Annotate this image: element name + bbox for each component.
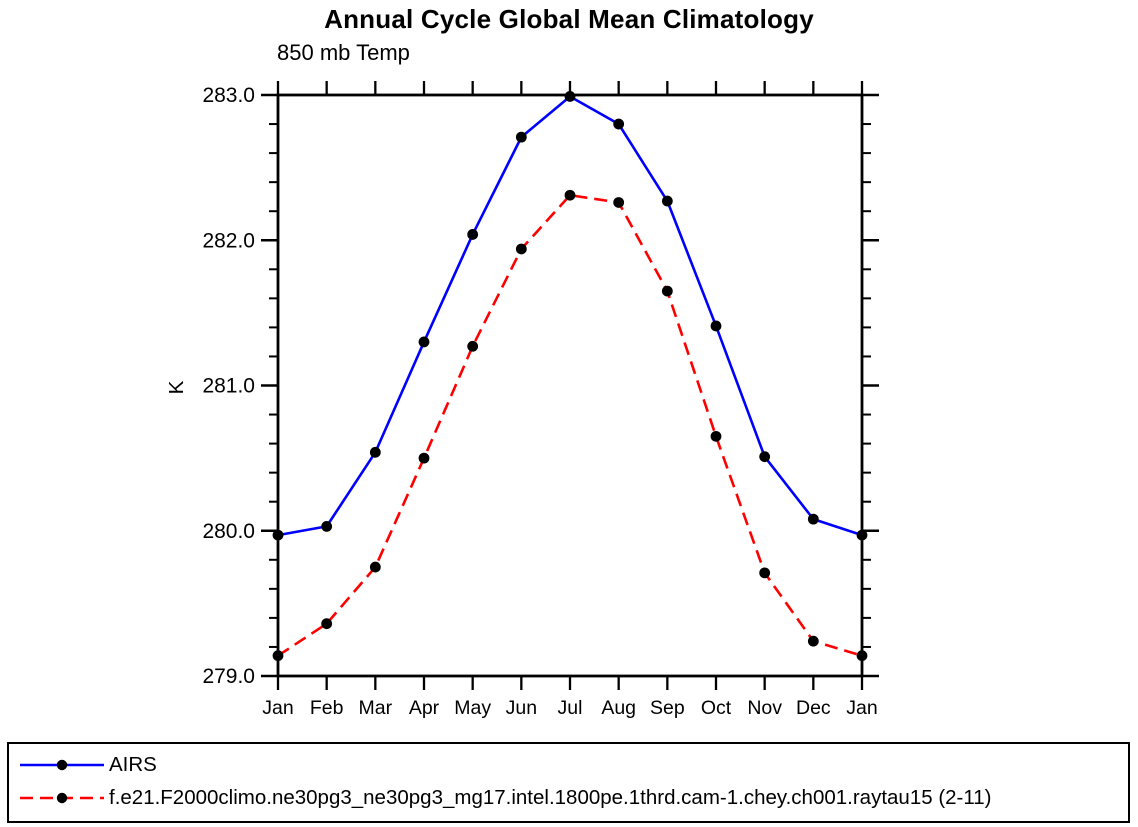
data-point-marker-s1 <box>321 618 333 630</box>
data-point-marker-s0 <box>369 446 381 458</box>
x-tick-label: Apr <box>409 697 440 719</box>
y-tick-label: 283.0 <box>202 84 255 107</box>
x-tick-label: Dec <box>796 697 831 719</box>
data-point-marker-s0 <box>515 131 527 143</box>
data-point-marker-s1 <box>613 197 625 208</box>
data-point-marker-s0 <box>564 91 576 102</box>
chart-title: Annual Cycle Global Mean Climatology <box>324 4 814 34</box>
data-point-marker-s1 <box>661 285 673 297</box>
legend-label-model: f.e21.F2000climo.ne30pg3_ne30pg3_mg17.in… <box>109 785 992 809</box>
chart-subtitle: 850 mb Temp <box>277 40 410 65</box>
data-point-marker-s1 <box>710 430 722 442</box>
x-tick-label: Nov <box>747 697 782 719</box>
data-point-marker-s1 <box>564 189 576 201</box>
legend-label-airs: AIRS <box>109 752 157 776</box>
data-point-marker-s1 <box>856 650 868 662</box>
data-point-marker-s1 <box>807 635 819 647</box>
y-tick-label: 279.0 <box>202 665 255 688</box>
x-tick-label: Jun <box>506 697 537 719</box>
x-tick-label: Sep <box>650 697 685 719</box>
data-point-marker-s1 <box>515 243 527 255</box>
y-axis-label: K <box>165 380 188 394</box>
data-point-marker-s1 <box>467 340 479 352</box>
x-tick-label: Jan <box>262 697 293 719</box>
y-tick-label: 282.0 <box>202 229 255 252</box>
legend-box: AIRS f.e21.F2000climo.ne30pg3_ne30pg3_mg… <box>7 742 1130 823</box>
data-point-marker-s0 <box>418 336 430 348</box>
legend-marker <box>56 759 68 770</box>
legend-item-airs: AIRS <box>9 748 1128 781</box>
data-point-marker-s0 <box>321 520 333 532</box>
data-point-marker-s0 <box>807 513 819 525</box>
data-point-marker-s1 <box>272 650 284 662</box>
x-tick-label: Feb <box>310 697 344 719</box>
series-line-1 <box>277 193 863 657</box>
x-tick-label: Jan <box>846 697 877 719</box>
x-tick-label: Oct <box>701 697 732 719</box>
series-line-0 <box>277 95 863 537</box>
x-tick-label: Aug <box>601 697 636 719</box>
data-point-marker-s0 <box>759 451 771 463</box>
plot-area: Jan Feb Mar Apr May Jun Jul Aug Sep Oct Nov Dec Jan 2… <box>165 81 879 719</box>
x-tick-label: May <box>454 697 491 719</box>
x-tick-label: Jul <box>558 697 583 719</box>
data-point-marker-s0 <box>272 529 284 541</box>
data-point-marker-s0 <box>467 229 479 240</box>
y-tick-label: 280.0 <box>202 520 255 543</box>
legend-item-model: f.e21.F2000climo.ne30pg3_ne30pg3_mg17.in… <box>9 781 1128 814</box>
data-point-marker-s1 <box>369 561 381 573</box>
legend-line-sample-airs <box>20 759 104 770</box>
data-point-marker-s0 <box>613 118 625 130</box>
legend-line-sample-model <box>20 792 104 803</box>
data-point-marker-s0 <box>710 320 722 332</box>
data-point-marker-s0 <box>856 529 868 541</box>
plot-box <box>276 93 864 678</box>
legend-marker <box>56 792 68 803</box>
x-tick-label: Mar <box>359 697 393 719</box>
data-point-marker-s1 <box>418 452 430 464</box>
data-point-marker-s1 <box>759 567 771 579</box>
y-tick-label: 281.0 <box>202 375 255 398</box>
data-point-marker-s0 <box>661 195 673 207</box>
